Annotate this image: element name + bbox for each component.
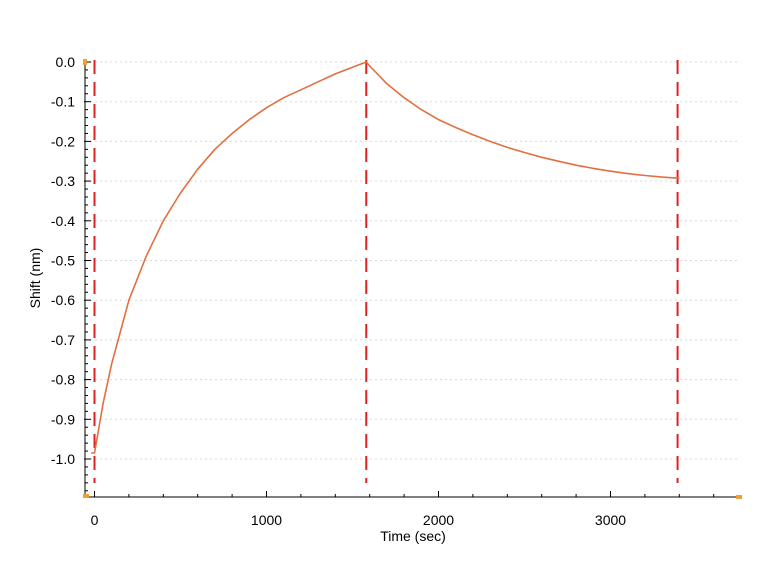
y-tick-label: -0.1 bbox=[51, 94, 75, 110]
origin-mark bbox=[83, 494, 89, 498]
y-tick-label: -0.9 bbox=[51, 411, 75, 427]
y-axis-top-mark bbox=[83, 59, 87, 65]
grid-lines bbox=[85, 61, 740, 460]
y-tick-label: -0.8 bbox=[51, 372, 75, 388]
series-line bbox=[91, 61, 680, 454]
axes bbox=[84, 62, 740, 498]
x-tick-label: 1000 bbox=[251, 512, 282, 528]
y-tick-label: 0.0 bbox=[56, 54, 76, 70]
y-tick-label: -0.7 bbox=[51, 332, 75, 348]
x-axis-title: Time (sec) bbox=[380, 528, 446, 544]
x-tick-label: 3000 bbox=[595, 512, 626, 528]
x-axis-end-mark bbox=[736, 495, 742, 499]
x-ticks: 0 1000 2000 3000 bbox=[91, 491, 715, 528]
phase-marker-lines bbox=[93, 60, 679, 483]
y-ticks: 0.0 -0.1 -0.2 -0.3 -0.4 -0.5 -0.6 -0.7 -0.8 -0.9 -… bbox=[51, 54, 91, 492]
y-axis-title: Shift (nm) bbox=[27, 248, 43, 309]
y-tick-label: -0.2 bbox=[51, 133, 75, 149]
x-tick-label: 2000 bbox=[423, 512, 454, 528]
y-tick-label: -0.5 bbox=[51, 253, 75, 269]
y-tick-label: -1.0 bbox=[51, 451, 75, 467]
x-tick-label: 0 bbox=[91, 512, 99, 528]
y-tick-label: -0.6 bbox=[51, 292, 75, 308]
y-tick-label: -0.3 bbox=[51, 173, 75, 189]
y-tick-label: -0.4 bbox=[51, 213, 75, 229]
series-layer bbox=[91, 61, 680, 454]
axis-corner-marks bbox=[83, 59, 742, 499]
